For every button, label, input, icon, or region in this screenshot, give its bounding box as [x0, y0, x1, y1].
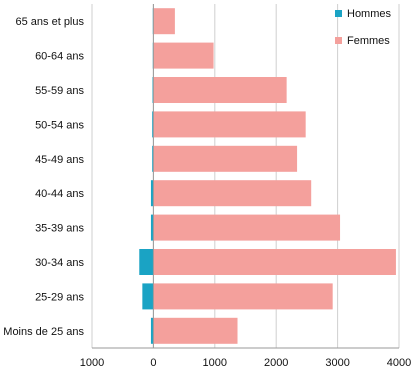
bar-hommes-5 [150, 180, 154, 207]
bar-femmes-9 [153, 317, 238, 344]
legend-label-femmes: Femmes [347, 35, 390, 47]
x-tick-label-5: 4000 [387, 357, 411, 369]
bar-hommes-7 [139, 249, 154, 275]
x-tick-label-1: 0 [150, 357, 156, 369]
bar-hommes-8 [142, 283, 154, 310]
bar-femmes-8 [153, 283, 333, 310]
category-label-5: 40-44 ans [35, 188, 84, 200]
category-label-7: 30-34 ans [35, 257, 84, 269]
bar-hommes-9 [150, 317, 154, 344]
bar-femmes-0 [153, 8, 175, 35]
bar-hommes-3 [152, 111, 154, 138]
bar-femmes-3 [153, 111, 306, 138]
x-tick-labels: 1000 0 1000 2000 3000 4000 [80, 357, 411, 369]
bar-femmes-1 [153, 42, 214, 69]
bar-femmes-6 [153, 214, 341, 241]
x-tick-label-4: 3000 [325, 357, 349, 369]
x-tick-label-3: 2000 [264, 357, 288, 369]
category-label-0: 65 ans et plus [16, 16, 85, 28]
legend-swatch-femmes [335, 37, 342, 44]
bar-femmes-5 [153, 180, 312, 207]
category-label-8: 25-29 ans [35, 291, 84, 303]
bar-femmes-2 [153, 77, 287, 103]
legend-swatch-hommes [335, 10, 342, 17]
bar-femmes-4 [153, 145, 298, 172]
category-label-4: 45-49 ans [35, 154, 84, 166]
x-tick-label-2: 1000 [203, 357, 227, 369]
x-tick-label-0: 1000 [80, 357, 104, 369]
category-label-2: 55-59 ans [35, 85, 84, 97]
legend-label-hommes: Hommes [347, 8, 392, 20]
bar-femmes-7 [153, 249, 396, 275]
bar-hommes-4 [152, 145, 154, 172]
category-label-6: 35-39 ans [35, 223, 84, 235]
bars [139, 8, 396, 344]
axes [92, 4, 399, 349]
category-label-9: Moins de 25 ans [3, 326, 84, 338]
category-labels: 65 ans et plus 60-64 ans 55-59 ans 50-54 an… [3, 16, 84, 338]
legend: Hommes Femmes [335, 8, 392, 47]
category-label-3: 50-54 ans [35, 119, 84, 131]
bar-hommes-6 [150, 214, 154, 241]
category-label-1: 60-64 ans [35, 51, 84, 63]
